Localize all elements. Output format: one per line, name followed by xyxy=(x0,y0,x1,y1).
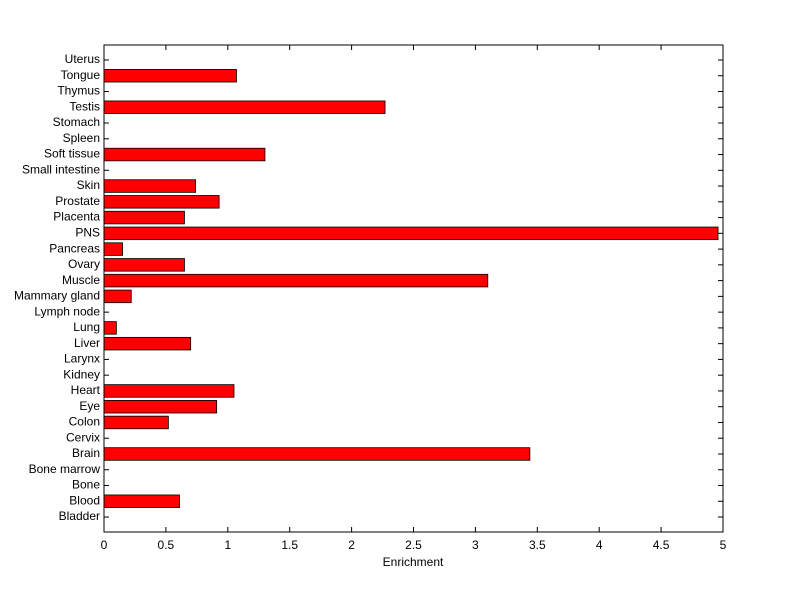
y-tick-label: Liver xyxy=(74,336,100,350)
y-tick-label: Placenta xyxy=(53,210,100,224)
bar xyxy=(103,399,218,414)
y-tick-label: Bone marrow xyxy=(29,462,101,476)
x-tick-label: 1.5 xyxy=(281,538,298,552)
bar xyxy=(103,321,117,335)
bar xyxy=(103,415,169,430)
y-tick-label: Colon xyxy=(69,415,100,429)
y-tick-label: PNS xyxy=(75,226,100,240)
y-tick-label: Spleen xyxy=(63,131,100,145)
y-tick-label: Skin xyxy=(77,178,100,192)
plot-frame xyxy=(103,44,724,533)
y-tick-label: Soft tissue xyxy=(44,147,100,161)
y-tick-label: Blood xyxy=(69,493,100,507)
bar xyxy=(103,210,185,225)
y-tick-label: Brain xyxy=(72,446,100,460)
y-tick-label: Lung xyxy=(73,320,100,334)
bar xyxy=(103,336,192,351)
y-tick-label: Larynx xyxy=(64,352,100,366)
bar xyxy=(103,226,719,241)
x-axis-label: Enrichment xyxy=(383,555,444,569)
x-tick-label: 5 xyxy=(720,538,727,552)
bar xyxy=(103,195,220,209)
bar xyxy=(103,273,489,288)
bar xyxy=(103,494,180,508)
y-tick-label: Eye xyxy=(79,399,100,413)
x-tick-label: 3 xyxy=(472,538,479,552)
y-tick-label: Kidney xyxy=(63,367,100,381)
bar xyxy=(103,258,185,272)
y-tick-label: Uterus xyxy=(65,52,100,66)
x-tick-label: 0.5 xyxy=(158,538,175,552)
bar xyxy=(103,289,132,304)
x-tick-label: 0 xyxy=(101,538,108,552)
y-tick-label: Cervix xyxy=(66,430,100,444)
y-tick-label: Small intestine xyxy=(22,162,100,176)
y-tick-label: Testis xyxy=(69,99,100,113)
y-tick-label: Heart xyxy=(71,383,101,397)
y-tick-label: Lymph node xyxy=(34,304,100,318)
bar xyxy=(103,147,266,162)
bar xyxy=(103,69,237,83)
bar xyxy=(103,447,531,461)
y-tick-label: Thymus xyxy=(57,84,100,98)
y-tick-label: Bladder xyxy=(59,509,100,523)
y-tick-label: Tongue xyxy=(61,68,101,82)
x-tick-label: 1 xyxy=(224,538,231,552)
y-tick-label: Stomach xyxy=(53,115,100,129)
x-tick-label: 3.5 xyxy=(529,538,546,552)
bar xyxy=(103,100,386,114)
y-tick-label: Prostate xyxy=(55,194,100,208)
y-tick-label: Mammary gland xyxy=(14,289,100,303)
y-tick-label: Ovary xyxy=(68,257,100,271)
bar xyxy=(103,384,235,398)
x-tick-label: 2 xyxy=(348,538,355,552)
x-tick-label: 2.5 xyxy=(405,538,422,552)
y-tick-label: Muscle xyxy=(62,273,100,287)
x-tick-label: 4.5 xyxy=(653,538,670,552)
bar xyxy=(103,242,123,256)
y-tick-label: Pancreas xyxy=(49,241,100,255)
bar xyxy=(103,179,197,193)
x-tick-label: 4 xyxy=(596,538,603,552)
y-tick-label: Bone xyxy=(72,478,100,492)
